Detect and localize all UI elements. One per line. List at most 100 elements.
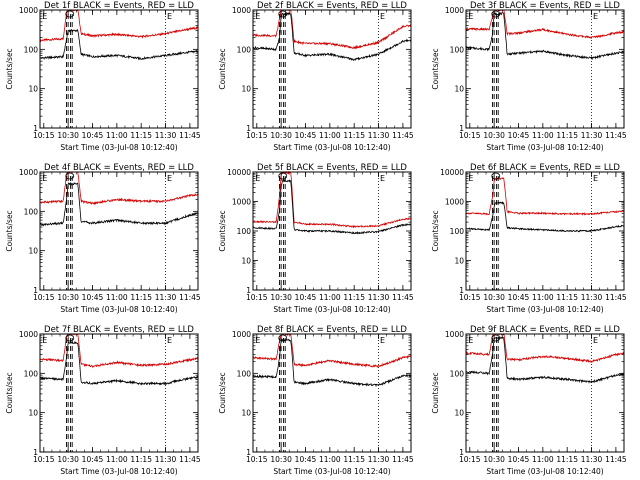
x-tick-label: 11:00 (532, 455, 554, 464)
x-tick-label: 11:15 (556, 131, 578, 140)
x-tick-label: 11:45 (392, 455, 414, 464)
events-series-line (252, 179, 412, 235)
e-marker-label: E (468, 174, 473, 183)
x-tick-label: 11:30 (155, 455, 177, 464)
y-tick-label: 100 (24, 207, 39, 216)
x-tick-label: 11:15 (343, 131, 365, 140)
panel-title: Det 1f BLACK = Events, RED = LLD (44, 1, 194, 11)
x-tick-label: 10:15 (459, 293, 481, 302)
y-tick-label: 1 (459, 124, 464, 133)
x-tick-label: 11:30 (581, 131, 603, 140)
x-tick-label: 10:45 (295, 293, 317, 302)
x-tick-label: 10:30 (57, 455, 79, 464)
y-tick-label: 10 (28, 247, 38, 256)
x-tick-label: 10:15 (33, 293, 55, 302)
events-series-line (465, 336, 625, 384)
x-tick-label: 11:00 (319, 293, 341, 302)
panel-title: Det 6f BLACK = Events, RED = LLD (470, 163, 620, 173)
lld-series-line (465, 333, 625, 364)
y-tick-label: 1000 (232, 198, 251, 207)
y-tick-label: 1 (459, 448, 464, 457)
x-tick-label: 10:45 (82, 131, 104, 140)
events-series-line (39, 181, 199, 227)
y-tick-label: 1000 (445, 330, 464, 339)
e-marker-label: E (255, 336, 260, 345)
panel-5: Det 5f BLACK = Events, RED = LLD Counts/s… (218, 163, 414, 314)
e-marker-label: E (380, 12, 385, 21)
x-tick-label: 11:15 (343, 293, 365, 302)
peak-loop-glyph (65, 10, 75, 18)
x-tick-label: 11:15 (556, 455, 578, 464)
e-marker-label: E (380, 174, 385, 183)
x-tick-label: 10:45 (82, 293, 104, 302)
e-marker-label: E (593, 174, 598, 183)
x-tick-label: 11:00 (532, 293, 554, 302)
x-tick-label: 10:45 (508, 293, 530, 302)
x-tick-label: 11:00 (319, 131, 341, 140)
x-tick-label: 11:00 (106, 131, 128, 140)
y-tick-label: 100 (24, 369, 39, 378)
panel-title: Det 2f BLACK = Events, RED = LLD (257, 1, 407, 11)
x-axis-label: Start Time (03-Jul-08 10:12:40) (60, 467, 177, 476)
x-tick-label: 10:30 (483, 293, 505, 302)
y-tick-label: 1000 (445, 198, 464, 207)
e-marker-label: E (468, 12, 473, 21)
peak-loop-glyph (65, 334, 75, 342)
e-marker-label: E (167, 174, 172, 183)
x-tick-label: 11:30 (155, 293, 177, 302)
y-axis-label: Counts/sec (218, 210, 227, 251)
peak-loop-glyph (491, 172, 501, 180)
x-tick-label: 11:15 (343, 455, 365, 464)
plot-frame (39, 171, 199, 291)
e-marker-label: E (593, 336, 598, 345)
x-tick-label: 11:30 (368, 131, 390, 140)
plot-frame (252, 171, 412, 291)
x-tick-label: 11:45 (179, 293, 201, 302)
panel-9: Det 9f BLACK = Events, RED = LLD Counts/s… (431, 325, 627, 476)
panel-2: Det 2f BLACK = Events, RED = LLD Counts/s… (218, 1, 414, 152)
y-tick-label: 1000 (232, 6, 251, 15)
y-tick-label: 1 (246, 286, 251, 295)
y-tick-label: 1000 (19, 168, 38, 177)
x-tick-label: 10:15 (33, 455, 55, 464)
y-tick-label: 10 (241, 257, 251, 266)
panel-title: Det 7f BLACK = Events, RED = LLD (44, 325, 194, 335)
x-tick-label: 11:45 (392, 131, 414, 140)
x-tick-label: 11:30 (155, 131, 177, 140)
y-tick-label: 10 (454, 257, 464, 266)
peak-loop-glyph (65, 172, 75, 180)
plot-frame (252, 9, 412, 129)
events-series-line (252, 11, 412, 62)
x-tick-label: 10:15 (33, 131, 55, 140)
lld-series-line (39, 333, 199, 369)
y-axis-label: Counts/sec (431, 372, 440, 413)
lld-series-line (465, 9, 625, 40)
panel-title: Det 3f BLACK = Events, RED = LLD (470, 1, 620, 11)
y-tick-label: 1000 (19, 6, 38, 15)
y-tick-label: 100 (450, 45, 465, 54)
x-tick-label: 10:30 (270, 131, 292, 140)
x-tick-label: 11:00 (532, 131, 554, 140)
x-tick-label: 11:45 (605, 131, 627, 140)
e-marker-label: E (42, 12, 47, 21)
y-axis-label: Counts/sec (218, 372, 227, 413)
e-marker-label: E (255, 174, 260, 183)
x-tick-label: 10:45 (508, 455, 530, 464)
y-tick-label: 10000 (227, 168, 251, 177)
x-tick-label: 10:30 (270, 293, 292, 302)
lld-series-line (39, 171, 199, 206)
panel-title: Det 5f BLACK = Events, RED = LLD (257, 163, 407, 173)
events-series-line (465, 200, 624, 233)
y-tick-label: 1000 (232, 330, 251, 339)
x-tick-label: 11:15 (130, 455, 152, 464)
y-tick-label: 10 (241, 409, 251, 418)
events-series-line (465, 11, 624, 61)
x-tick-label: 10:15 (246, 131, 268, 140)
e-marker-label: E (468, 336, 473, 345)
lld-series-line (39, 9, 199, 43)
x-axis-label: Start Time (03-Jul-08 10:12:40) (486, 467, 603, 476)
x-tick-label: 10:15 (459, 455, 481, 464)
plot-frame (465, 171, 625, 291)
e-marker-label: E (167, 336, 172, 345)
x-axis-label: Start Time (03-Jul-08 10:12:40) (486, 143, 603, 152)
